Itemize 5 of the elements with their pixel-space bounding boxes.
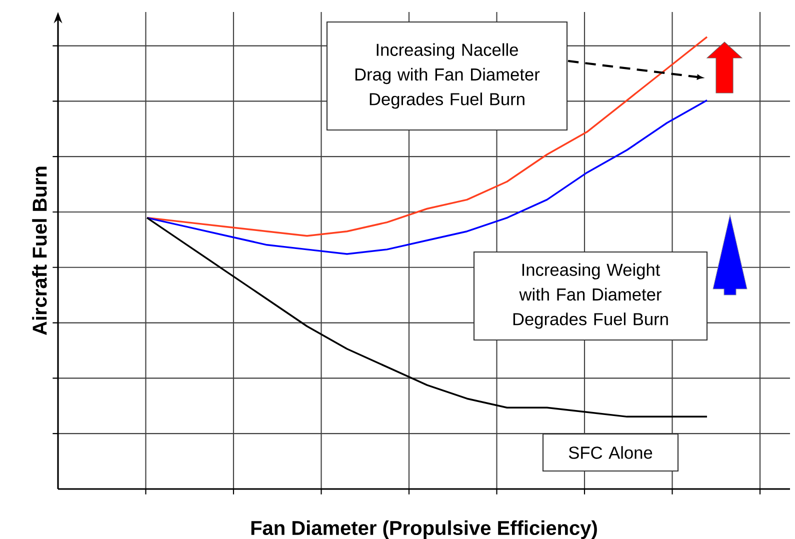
annotation: Increasing Weight with Fan Diameter Degrades Fuel Burn xyxy=(513,263,668,329)
annotation: SFC Alone xyxy=(568,446,652,459)
y-axis-title: Aircraft Fuel Burn xyxy=(32,166,47,336)
annotation: Increasing Nacelle Drag with Fan Diameter Degrades Fuel Burn xyxy=(355,43,540,109)
x-axis-title: Fan Diameter (Propulsive Efficiency) xyxy=(251,520,597,539)
